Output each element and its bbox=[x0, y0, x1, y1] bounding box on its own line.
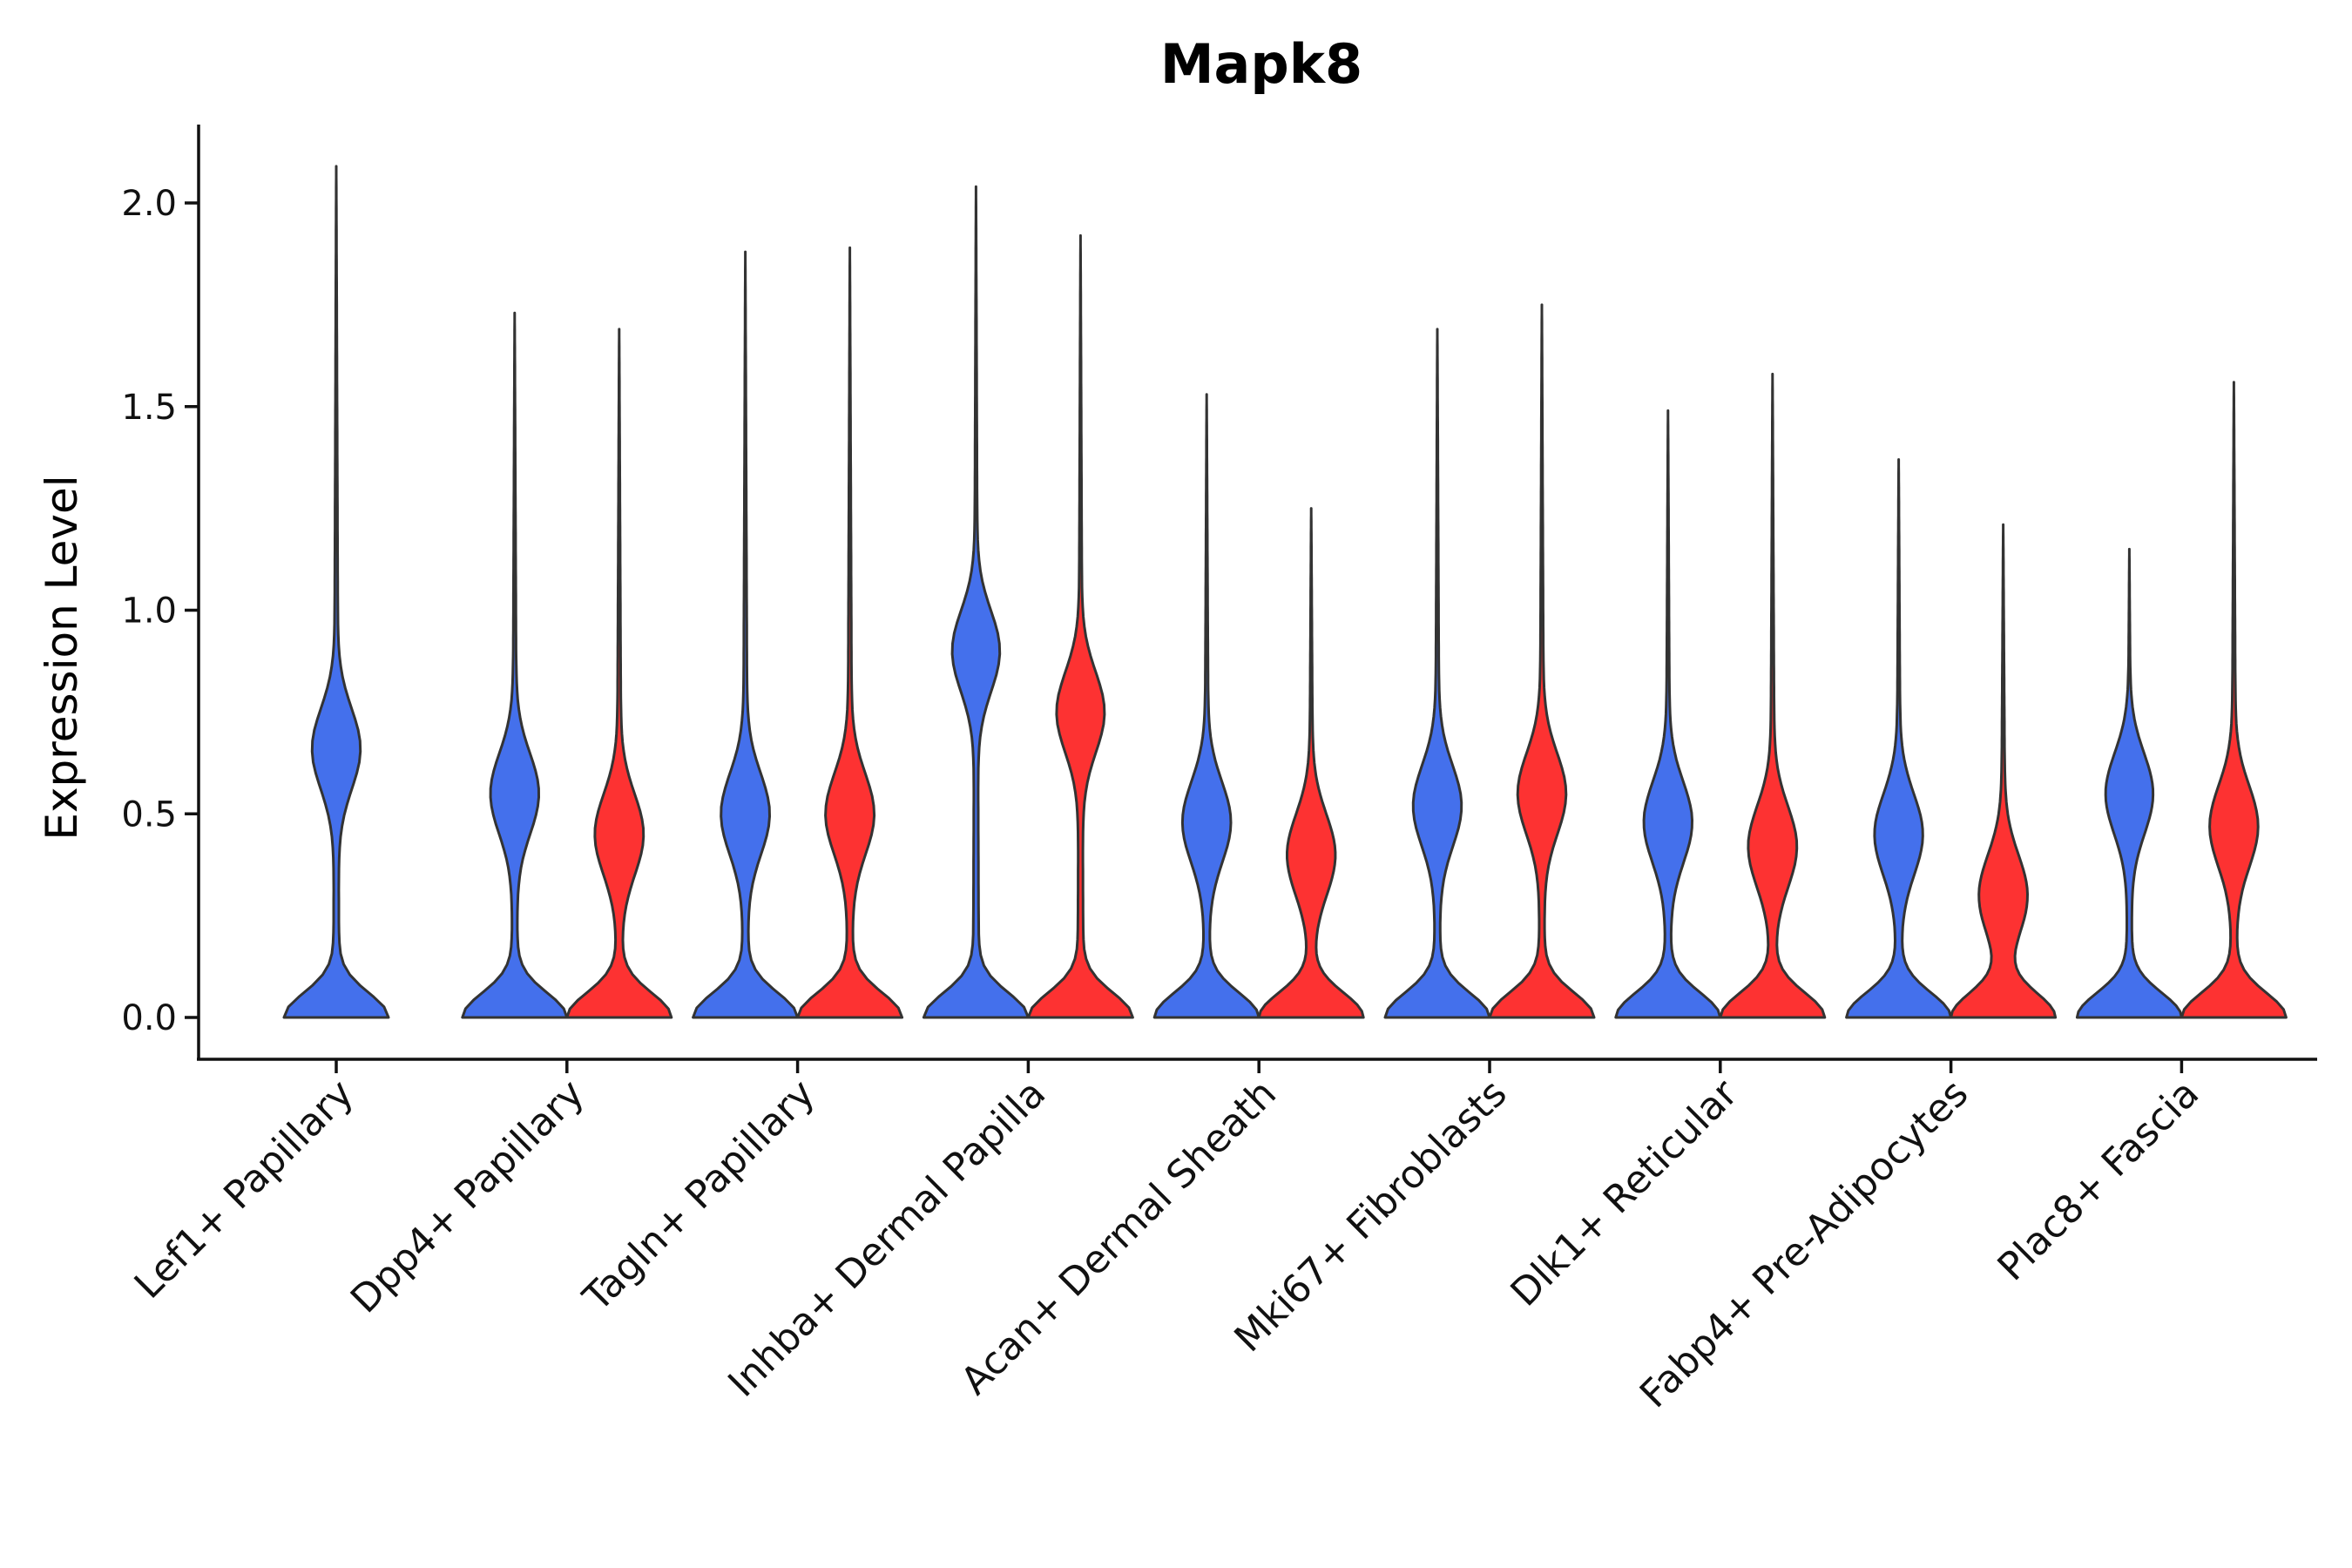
y-ticks: 0.0 0.5 1.0 1.5 2.0 bbox=[121, 184, 199, 1038]
violin-blue bbox=[1383, 328, 1491, 1019]
violin-blue bbox=[1614, 409, 1722, 1019]
axes bbox=[197, 125, 2317, 1061]
category-label: Lef1+ Papillary bbox=[126, 1071, 362, 1308]
y-tick-label: 0.0 bbox=[121, 998, 177, 1038]
y-tick-label: 2.0 bbox=[121, 184, 177, 224]
violin-blue bbox=[922, 185, 1030, 1019]
chart-title: Mapk8 bbox=[1160, 32, 1362, 96]
category-label: Dpp4+ Papillary bbox=[342, 1071, 593, 1322]
y-tick-label: 1.0 bbox=[121, 591, 177, 632]
violin-blue bbox=[1152, 393, 1260, 1019]
violin-red bbox=[565, 328, 673, 1019]
violin-red bbox=[1257, 507, 1365, 1019]
y-axis-label: Expression Level bbox=[37, 475, 87, 840]
violin-red bbox=[2180, 381, 2288, 1019]
violin-blue bbox=[692, 250, 800, 1019]
violin-red bbox=[796, 246, 904, 1019]
violin-red bbox=[1026, 233, 1134, 1019]
violin-blue bbox=[282, 165, 390, 1019]
violin-blue bbox=[461, 311, 569, 1019]
violin-blue bbox=[1845, 458, 1953, 1019]
category-label: Plac8+ Fascia bbox=[1990, 1071, 2208, 1290]
violin-layer bbox=[282, 165, 2288, 1019]
violin-red bbox=[1488, 303, 1596, 1019]
violin-blue bbox=[2075, 547, 2183, 1019]
y-tick-label: 1.5 bbox=[121, 388, 177, 428]
y-tick-label: 0.5 bbox=[121, 794, 177, 835]
category-label: Dlk1+ Reticular bbox=[1503, 1071, 1747, 1315]
category-label: Tagln+ Papillary bbox=[574, 1071, 823, 1321]
violin-red bbox=[1719, 372, 1827, 1019]
violin-red bbox=[1950, 523, 2058, 1019]
